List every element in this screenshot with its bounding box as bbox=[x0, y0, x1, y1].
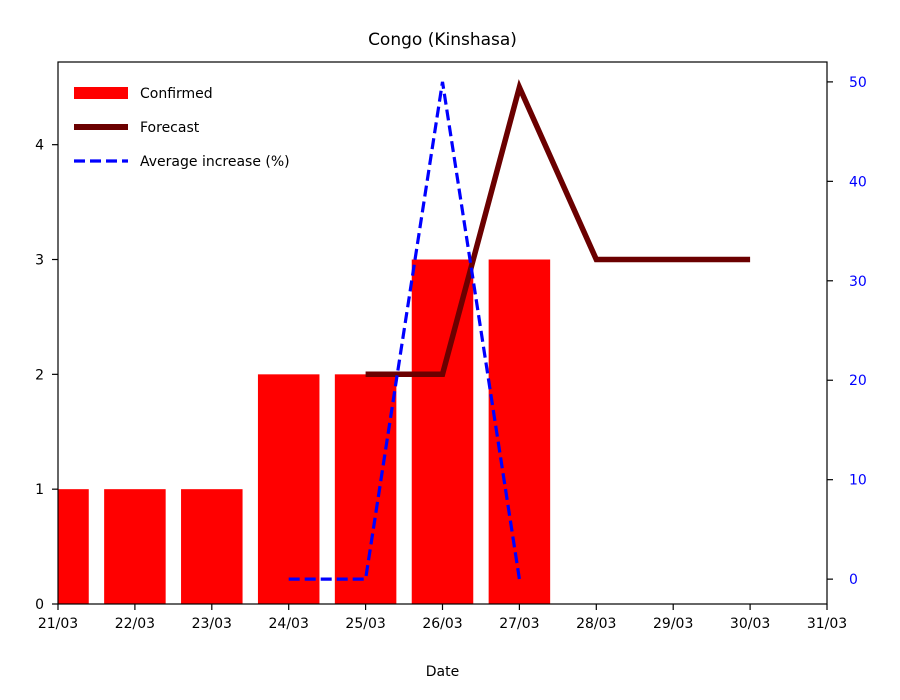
y-tick-label: 2 bbox=[35, 367, 44, 383]
y-right-tick-label: 20 bbox=[849, 373, 867, 389]
y-tick-label: 1 bbox=[35, 482, 44, 498]
axes: 21/03 22/03 23/03 24/03 25/03 26/03 27/03 28/03… bbox=[35, 61, 867, 632]
y-tick-label: 3 bbox=[35, 253, 44, 269]
y-right-tick-label: 30 bbox=[849, 274, 867, 290]
x-axis-label: Date bbox=[426, 664, 459, 680]
average-increase-line bbox=[288, 81, 521, 581]
bar-confirmed-24-03 bbox=[257, 374, 320, 604]
legend-label: Average increase (%) bbox=[140, 154, 290, 170]
bar-confirmed-25-03 bbox=[334, 374, 397, 604]
x-tick-label: 24/03 bbox=[269, 616, 309, 632]
bar-confirmed-27-03 bbox=[488, 259, 551, 604]
x-tick-label: 25/03 bbox=[345, 616, 385, 632]
x-tick-label: 30/03 bbox=[730, 616, 770, 632]
legend: Confirmed Forecast Average increase (%) bbox=[74, 86, 290, 170]
bar-confirmed-23-03 bbox=[181, 489, 243, 604]
x-tick-label: 23/03 bbox=[192, 616, 232, 632]
x-tick-label: 28/03 bbox=[576, 616, 616, 632]
legend-label: Confirmed bbox=[140, 86, 213, 102]
x-tick-label: 31/03 bbox=[807, 616, 847, 632]
legend-swatch bbox=[74, 87, 128, 99]
x-tick-label: 21/03 bbox=[38, 616, 78, 632]
y-right-tick-label: 40 bbox=[849, 174, 867, 190]
y-tick-label: 0 bbox=[35, 597, 44, 613]
x-tick-label: 26/03 bbox=[422, 616, 462, 632]
plot-area bbox=[58, 79, 751, 604]
y-tick-label: 4 bbox=[35, 138, 44, 154]
bar-confirmed-26-03 bbox=[411, 259, 474, 604]
x-tick-label: 27/03 bbox=[499, 616, 539, 632]
y-right-tick-label: 10 bbox=[849, 473, 867, 489]
bar-confirmed-22-03 bbox=[104, 489, 166, 604]
x-tick-label: 22/03 bbox=[115, 616, 155, 632]
forecast-line bbox=[365, 79, 751, 378]
x-tick-label: 29/03 bbox=[653, 616, 693, 632]
y-right-tick-label: 0 bbox=[849, 572, 858, 588]
legend-label: Forecast bbox=[140, 120, 200, 136]
chart-title: Congo (Kinshasa) bbox=[368, 30, 517, 50]
y-right-tick-label: 50 bbox=[849, 75, 867, 91]
bar-confirmed-21-03 bbox=[58, 489, 89, 604]
